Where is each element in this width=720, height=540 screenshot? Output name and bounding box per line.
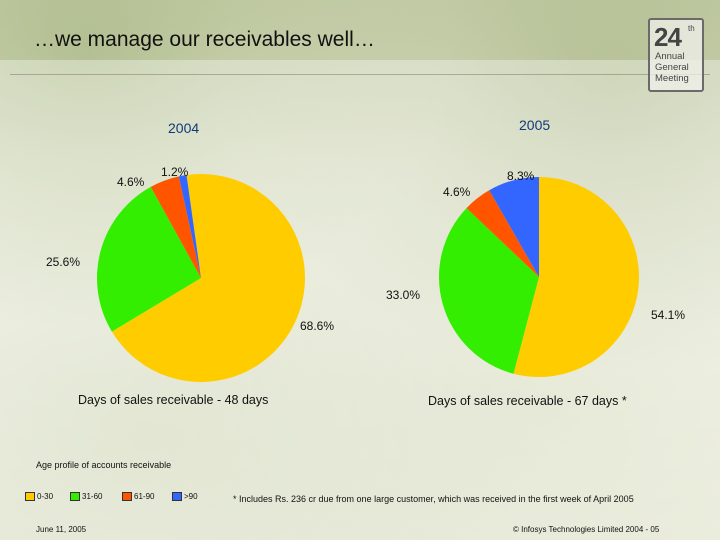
agm-badge-logo: 24 th Annual General Meeting: [648, 18, 704, 92]
pie-2005-slice-0-30: [513, 177, 639, 377]
chart-2004-label-0-30: 68.6%: [300, 319, 335, 333]
legend-item-61-90: 61-90: [122, 492, 154, 501]
agm-badge-number: 24: [654, 22, 682, 52]
chart-2005-title: 2005: [519, 117, 551, 133]
legend-swatch-over-90: [172, 492, 182, 501]
footnote: * Includes Rs. 236 cr due from one large…: [233, 494, 634, 504]
pie-2005-slice-61-90: [466, 190, 539, 277]
agm-badge-line-3: Meeting: [655, 73, 689, 84]
legend-item-over-90: >90: [172, 492, 198, 501]
title-divider: [10, 74, 710, 75]
pie-2004-slice-0-30: [111, 173, 305, 382]
legend-label-over-90: >90: [184, 492, 198, 501]
legend-swatch-61-90: [122, 492, 132, 501]
agm-badge-line-2: General: [655, 62, 689, 73]
pie-chart-2005: [438, 177, 639, 377]
legend-label-0-30: 0-30: [37, 492, 54, 501]
pie-2005-slice-over-90: [489, 177, 539, 277]
agm-badge-superscript: th: [688, 24, 695, 33]
legend-item-31-60: 31-60: [70, 492, 102, 501]
pie-2004-slice-over-90: [178, 175, 201, 278]
chart-2004-title: 2004: [168, 120, 200, 136]
chart-2004-label-31-60: 25.6%: [46, 255, 81, 269]
chart-2004-label-61-90: 4.6%: [117, 175, 145, 189]
legend-label-61-90: 61-90: [134, 492, 155, 501]
agm-badge-line-1: Annual: [655, 51, 685, 62]
footer-date: June 11, 2005: [36, 525, 87, 534]
chart-2005-label-31-60: 33.0%: [386, 288, 421, 302]
pie-2005-slice-31-60: [438, 208, 539, 374]
chart-2005-label-0-30: 54.1%: [651, 308, 686, 322]
legend-swatch-31-60: [70, 492, 80, 501]
legend-title: Age profile of accounts receivable: [36, 460, 172, 470]
chart-2005-label-61-90: 4.6%: [443, 185, 471, 199]
pie-2004-slice-31-60: [96, 186, 201, 332]
legend-label-31-60: 31-60: [82, 492, 103, 501]
footer-copyright: © Infosys Technologies Limited 2004 - 05: [513, 525, 660, 534]
pie-2004-slice-61-90: [150, 176, 201, 278]
chart-2004-label-over-90: 1.2%: [161, 165, 189, 179]
chart-2005-caption: Days of sales receivable - 67 days *: [428, 394, 627, 408]
pie-chart-2004: [96, 173, 305, 382]
chart-2004-caption: Days of sales receivable - 48 days: [78, 393, 269, 407]
legend-swatch-0-30: [25, 492, 35, 501]
slide-title: …we manage our receivables well…: [34, 28, 375, 51]
chart-2005-label-over-90: 8.3%: [507, 169, 535, 183]
legend-item-0-30: 0-30: [25, 492, 53, 501]
